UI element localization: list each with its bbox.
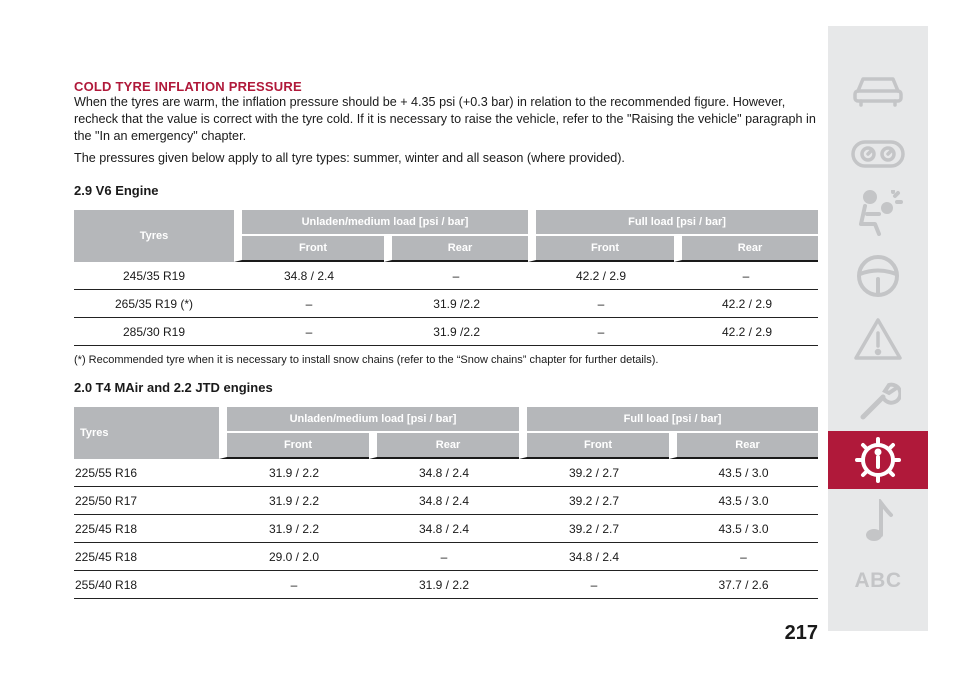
unladen-rear-value: – [384,262,529,290]
unladen-rear-value: 31.9 / 2.2 [369,571,520,599]
index-label: ABC [854,569,902,592]
unladen-rear-value: 34.8 / 2.4 [369,487,520,515]
table-row: 255/40 R18 – 31.9 / 2.2 – 37.7 / 2.6 [74,571,819,599]
unladen-rear-value: – [369,543,520,571]
warning-triangle-icon[interactable] [828,310,928,368]
tyre-size: 225/45 R18 [74,543,219,571]
unladen-front-value: – [234,290,384,318]
full-front-value: 39.2 / 2.7 [519,515,670,543]
full-load-group-header: Full load [psi / bar] [528,210,819,236]
full-rear-value: 37.7 / 2.6 [669,571,819,599]
full-front-value: – [528,290,675,318]
tyre-size: 245/35 R19 [74,262,234,290]
tyre-size: 255/40 R18 [74,571,219,599]
unladen-front-header: Front [219,433,369,459]
full-front-value: 39.2 / 2.7 [519,487,670,515]
technical-data-gear-icon[interactable] [828,431,928,489]
pressure-table-t4-jtd: Tyres Unladen/medium load [psi / bar] Fu… [74,407,819,599]
car-icon[interactable] [828,62,928,120]
chapter-sidebar: ABC [828,26,928,631]
tyre-size: 225/45 R18 [74,515,219,543]
table-row: 225/55 R16 31.9 / 2.2 34.8 / 2.4 39.2 / … [74,459,819,487]
unladen-rear-value: 31.9 /2.2 [384,290,529,318]
full-load-group-header: Full load [psi / bar] [519,407,819,433]
col-tyres-header: Tyres [74,407,219,459]
full-rear-value: – [669,543,819,571]
index-abc[interactable]: ABC [828,552,928,610]
full-rear-value: 43.5 / 3.0 [669,487,819,515]
full-front-value: 42.2 / 2.9 [528,262,675,290]
dashboard-gauges-icon[interactable] [828,125,928,183]
tyre-size: 225/55 R16 [74,459,219,487]
tyre-types-paragraph: The pressures given below apply to all t… [74,151,625,165]
full-front-header: Front [528,236,675,262]
table2-title: 2.0 T4 MAir and 2.2 JTD engines [74,380,273,395]
full-front-value: 39.2 / 2.7 [519,459,670,487]
page-content: COLD TYRE INFLATION PRESSURE When the ty… [74,79,819,599]
steering-wheel-icon[interactable] [828,247,928,305]
col-tyres-header: Tyres [74,210,234,262]
unladen-front-header: Front [234,236,384,262]
tyre-size: 285/30 R19 [74,318,234,346]
unladen-rear-value: 34.8 / 2.4 [369,459,520,487]
full-front-value: – [519,571,670,599]
unladen-group-header: Unladen/medium load [psi / bar] [234,210,529,236]
airbag-person-icon[interactable] [828,184,928,242]
unladen-front-value: 31.9 / 2.2 [219,515,369,543]
full-rear-value: 43.5 / 3.0 [669,459,819,487]
full-rear-value: 42.2 / 2.9 [674,318,819,346]
table-row: 225/50 R17 31.9 / 2.2 34.8 / 2.4 39.2 / … [74,487,819,515]
table-row: 225/45 R18 31.9 / 2.2 34.8 / 2.4 39.2 / … [74,515,819,543]
unladen-rear-header: Rear [384,236,529,262]
full-rear-value: 42.2 / 2.9 [674,290,819,318]
full-rear-value: – [674,262,819,290]
table1-footnote: (*) Recommended tyre when it is necessar… [74,354,659,366]
full-rear-header: Rear [669,433,819,459]
unladen-front-value: 31.9 / 2.2 [219,487,369,515]
unladen-front-value: 31.9 / 2.2 [219,459,369,487]
full-front-value: 34.8 / 2.4 [519,543,670,571]
unladen-front-value: 29.0 / 2.0 [219,543,369,571]
full-rear-header: Rear [674,236,819,262]
full-front-value: – [528,318,675,346]
music-note-icon[interactable] [828,492,928,550]
unladen-rear-value: 31.9 /2.2 [384,318,529,346]
section-title: COLD TYRE INFLATION PRESSURE [74,79,302,94]
table1-title: 2.9 V6 Engine [74,183,159,198]
tyre-size: 225/50 R17 [74,487,219,515]
unladen-rear-header: Rear [369,433,520,459]
table-row: 265/35 R19 (*) – 31.9 /2.2 – 42.2 / 2.9 [74,290,819,318]
wrench-icon[interactable] [828,371,928,429]
page-number: 217 [784,622,818,644]
table-row: 285/30 R19 – 31.9 /2.2 – 42.2 / 2.9 [74,318,819,346]
table-row: 245/35 R19 34.8 / 2.4 – 42.2 / 2.9 – [74,262,819,290]
table-row: 225/45 R18 29.0 / 2.0 – 34.8 / 2.4 – [74,543,819,571]
tyre-size: 265/35 R19 (*) [74,290,234,318]
pressure-table-v6: Tyres Unladen/medium load [psi / bar] Fu… [74,210,819,346]
unladen-front-value: – [234,318,384,346]
unladen-front-value: 34.8 / 2.4 [234,262,384,290]
full-front-header: Front [519,433,670,459]
unladen-front-value: – [219,571,369,599]
intro-paragraph: When the tyres are warm, the inflation p… [74,95,816,143]
full-rear-value: 43.5 / 3.0 [669,515,819,543]
unladen-group-header: Unladen/medium load [psi / bar] [219,407,520,433]
unladen-rear-value: 34.8 / 2.4 [369,515,520,543]
